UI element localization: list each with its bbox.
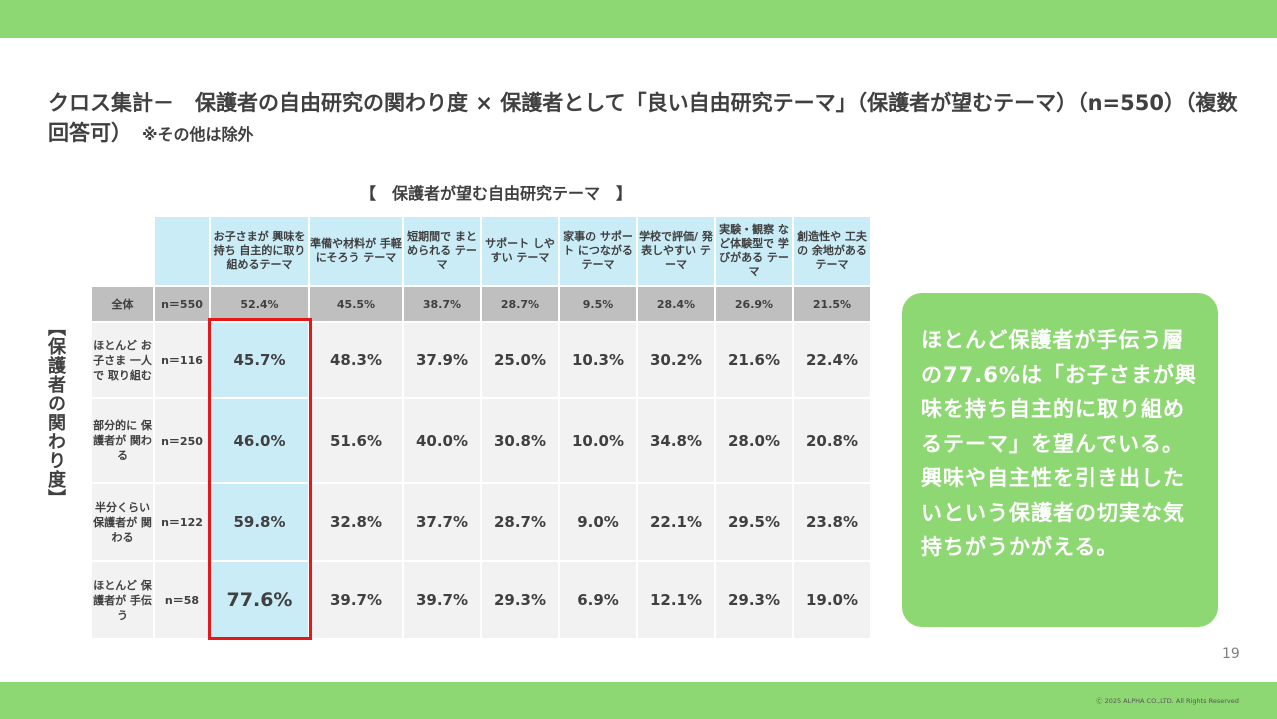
column-header: 創造性や 工夫の 余地がある テーマ xyxy=(792,215,872,287)
table-row: 部分的に 保護者が 関わる n＝250 46.0% 51.6% 40.0% 30… xyxy=(90,397,872,484)
table-cell: 45.5% xyxy=(308,285,404,323)
table-row: 半分くらい 保護者が 関わる n＝122 59.8% 32.8% 37.7% 2… xyxy=(90,482,872,562)
table-cell: 28.4% xyxy=(636,285,716,323)
top-banner xyxy=(0,0,1277,38)
table-cell: 48.3% xyxy=(308,321,404,399)
insight-callout: ほとんど保護者が手伝う層の77.6%は「お子さまが興味を持ち自主的に取り組めるテ… xyxy=(902,293,1218,627)
slide-title-main: クロス集計－ 保護者の自由研究の関わり度 × 保護者として「良い自由研究テーマ」… xyxy=(48,91,1238,145)
table-cell: 45.7% xyxy=(209,321,310,399)
table-cell: 32.8% xyxy=(308,482,404,562)
slide-title: クロス集計－ 保護者の自由研究の関わり度 × 保護者として「良い自由研究テーマ」… xyxy=(48,88,1258,150)
row-label: 全体 xyxy=(90,285,155,323)
table-cell: 26.9% xyxy=(714,285,794,323)
table-cell: 29.3% xyxy=(480,560,560,640)
total-row: 全体 n＝550 52.4% 45.5% 38.7% 28.7% 9.5% 28… xyxy=(90,285,872,323)
table-cell: 9.0% xyxy=(558,482,638,562)
table-cell: 21.6% xyxy=(714,321,794,399)
highlight-column-frame xyxy=(208,318,312,640)
row-n: n＝550 xyxy=(153,285,211,323)
table-cell: 6.9% xyxy=(558,560,638,640)
page-number: 19 xyxy=(1222,646,1240,662)
table-cell: 25.0% xyxy=(480,321,560,399)
table-title: 【 保護者が望む自由研究テーマ 】 xyxy=(360,184,633,203)
row-axis-label: 【保護者の関わり度】 xyxy=(45,318,66,508)
table-cell: 19.0% xyxy=(792,560,872,640)
cross-tab-table: お子さまが 興味を持ち 自主的に取り 組めるテーマ 準備や材料が 手軽にそろう … xyxy=(90,215,872,640)
header-n-cell xyxy=(153,215,211,287)
table-cell: 10.0% xyxy=(558,397,638,484)
table-row: ほとんど お子さま 一人で 取り組む n＝116 45.7% 48.3% 37.… xyxy=(90,321,872,399)
bottom-banner xyxy=(0,682,1277,719)
table-cell: 29.3% xyxy=(714,560,794,640)
table-cell: 39.7% xyxy=(308,560,404,640)
table-cell: 28.7% xyxy=(480,285,560,323)
table-cell: 9.5% xyxy=(558,285,638,323)
header-row: お子さまが 興味を持ち 自主的に取り 組めるテーマ 準備や材料が 手軽にそろう … xyxy=(90,215,872,287)
column-header: お子さまが 興味を持ち 自主的に取り 組めるテーマ xyxy=(209,215,310,287)
table-cell: 52.4% xyxy=(209,285,310,323)
highlight-cell: 77.6% xyxy=(209,560,310,640)
column-header: 準備や材料が 手軽にそろう テーマ xyxy=(308,215,404,287)
table-cell: 46.0% xyxy=(209,397,310,484)
table-cell: 21.5% xyxy=(792,285,872,323)
table-cell: 34.8% xyxy=(636,397,716,484)
row-n: n＝122 xyxy=(153,482,211,562)
table-cell: 28.0% xyxy=(714,397,794,484)
table-cell: 37.7% xyxy=(402,482,482,562)
table-cell: 22.1% xyxy=(636,482,716,562)
column-header: 短期間で まとめられる テーマ xyxy=(402,215,482,287)
table-cell: 20.8% xyxy=(792,397,872,484)
column-header: 学校で評価/ 発表しやすい テーマ xyxy=(636,215,716,287)
row-n: n＝58 xyxy=(153,560,211,640)
column-header: 実験・観察 など体験型で 学びがある テーマ xyxy=(714,215,794,287)
table-cell: 30.2% xyxy=(636,321,716,399)
copyright-text: Ⓒ 2025 ALPHA CO.,LTD. All Rights Reserve… xyxy=(1096,697,1239,705)
corner-cell xyxy=(90,215,155,287)
table-cell: 12.1% xyxy=(636,560,716,640)
table-cell: 28.7% xyxy=(480,482,560,562)
table-cell: 51.6% xyxy=(308,397,404,484)
table-cell: 10.3% xyxy=(558,321,638,399)
row-n: n＝116 xyxy=(153,321,211,399)
column-header: 家事の サポート につながる テーマ xyxy=(558,215,638,287)
table-cell: 38.7% xyxy=(402,285,482,323)
table-cell: 22.4% xyxy=(792,321,872,399)
slide-title-note: ※その他は除外 xyxy=(142,125,254,144)
table-row: ほとんど 保護者が 手伝う n＝58 77.6% 39.7% 39.7% 29.… xyxy=(90,560,872,640)
table-cell: 59.8% xyxy=(209,482,310,562)
table-cell: 39.7% xyxy=(402,560,482,640)
table-cell: 37.9% xyxy=(402,321,482,399)
row-label: 半分くらい 保護者が 関わる xyxy=(90,482,155,562)
table-cell: 40.0% xyxy=(402,397,482,484)
table-cell: 29.5% xyxy=(714,482,794,562)
table-cell: 30.8% xyxy=(480,397,560,484)
table-cell: 23.8% xyxy=(792,482,872,562)
row-label: 部分的に 保護者が 関わる xyxy=(90,397,155,484)
column-header: サポート しやすい テーマ xyxy=(480,215,560,287)
row-label: ほとんど お子さま 一人で 取り組む xyxy=(90,321,155,399)
row-label: ほとんど 保護者が 手伝う xyxy=(90,560,155,640)
row-n: n＝250 xyxy=(153,397,211,484)
